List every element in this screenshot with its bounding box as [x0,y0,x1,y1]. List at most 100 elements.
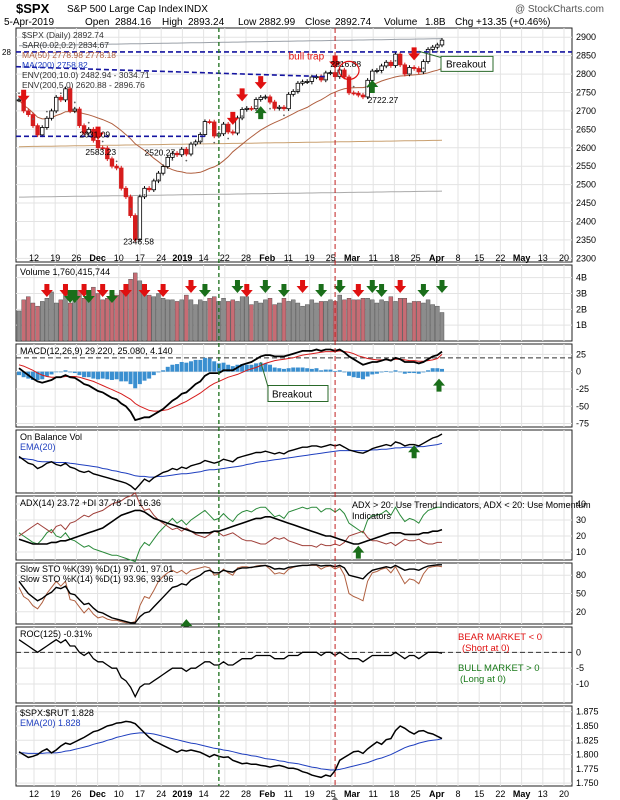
candle-body [26,110,31,115]
volume-bar [253,301,259,342]
volume-bar [26,296,31,342]
candle-body [249,107,254,110]
x-axis-label-top: 10 [114,253,124,263]
volume-bar [151,296,157,342]
volume-bar [49,291,54,342]
roc-axis-tick-label: -5 [576,663,584,673]
bull-trap-circle [338,60,360,80]
candle-body [142,187,147,198]
macd-histogram-bar [268,364,273,372]
macd-histogram-bar [86,371,91,378]
roc-line [18,638,443,699]
volume-bar [91,286,96,342]
candle-body [379,65,384,71]
volume-signal-marker [198,284,211,297]
candle-body [212,121,217,137]
price-axis-tick-label: 2400 [576,216,596,226]
adx-annotation-line: ADX > 20: Use Trend Indicators, ADX < 20… [352,500,593,510]
candle-body [411,67,417,69]
sar-dot [101,140,104,143]
sar-dot [32,118,34,120]
x-axis-label-top: 15 [474,253,484,263]
macd-histogram-bar [207,358,212,372]
price-left-label: 28 [2,48,11,57]
roc-axis-tick-label: -10 [576,679,589,689]
price-axis-tick-label: 2500 [576,180,596,190]
volume-bar [328,299,333,342]
volume-bar [221,298,226,342]
macd-histogram-bar [365,371,370,377]
volume-bar [291,299,296,342]
volume-bar [137,280,143,342]
candle-body [342,69,347,78]
price-axis-tick-label: 2650 [576,124,596,134]
macd-axis-tick-label: 25 [576,349,586,359]
candle-body [356,92,361,96]
candle-body [281,106,287,110]
candle-body [114,165,119,169]
candle-body [30,114,36,127]
price-axis-tick-label: 2450 [576,198,596,208]
candle-body [263,96,268,99]
macd-histogram-bar [342,371,347,373]
candle-body [277,106,282,109]
volume-signal-marker [277,284,290,297]
bear-market-note: (Short at 0) [462,643,510,654]
volume-bar [198,299,203,342]
panel-0: 2300 2350 2400 2450 2500 2550 2600 2650 2700 2750… [2,27,596,263]
macd-histogram-bar [328,369,333,372]
macd-histogram-bar [314,368,319,372]
x-axis-label-top: Mar [344,253,361,263]
env5-upper-line [18,38,443,47]
breakout-pointer [418,50,442,58]
candle-body [156,172,161,182]
volume-bar [216,301,222,342]
candle-body [170,152,175,158]
macd-histogram-bar [193,359,198,372]
panel-frame-3 [15,429,573,494]
sto-axis-tick-label: 80 [576,570,586,580]
volume-bar [21,299,26,342]
x-axis-label-bottom: Dec [89,789,106,799]
volume-bar [35,305,40,342]
volume-bar [239,296,245,342]
volume-bar [346,298,352,342]
volume-bar [160,298,166,342]
legend-item: $SPX (Daily) 2892.74 [22,30,104,40]
x-axis-label-top: 25 [326,253,336,263]
low-value-label: 2722.27 [368,95,399,105]
volume-bar [81,298,87,342]
macd-axis-tick-label: 0 [576,367,581,377]
adx-annotation-line: Indicators [352,511,392,521]
candle-body [230,131,236,134]
macd-histogram-bar [249,364,254,372]
sar-dot [408,73,411,75]
volume-bar [337,294,342,342]
x-axis-label-bottom: Mar [344,789,361,799]
volume-bar [193,304,198,342]
macd-histogram-bar [226,364,231,372]
sar-dot [73,101,76,104]
volume-bar [156,293,161,342]
candle-body [193,141,198,145]
x-axis-label-bottom: 19 [305,789,315,799]
roc-axis-tick-label: 0 [576,647,581,657]
macd-histogram-bar [379,371,384,373]
green-arrow-marker [180,619,193,633]
ratio-tick-label: 1.825 [576,735,599,745]
x-axis-label-top: 13 [538,253,548,263]
low-value-label: 2583.23 [85,147,116,157]
volume-bar [402,298,408,342]
macd-histogram-bar [337,370,342,372]
x-axis-label-bottom: 13 [538,789,548,799]
macd-histogram-bar [128,371,133,385]
volume-bar [384,301,389,342]
candle-body [328,72,333,74]
x-axis-label-top: 18 [389,253,399,263]
volume-bar [356,299,361,342]
candle-body [81,125,87,134]
panel-2: -75 -50 -25 0 25 MACD(12,26,9) 29.220, 25.080… [15,343,589,429]
volume-tick-label: 4B [576,273,587,283]
volume-bar [146,294,152,342]
green-arrow-marker [105,290,118,303]
